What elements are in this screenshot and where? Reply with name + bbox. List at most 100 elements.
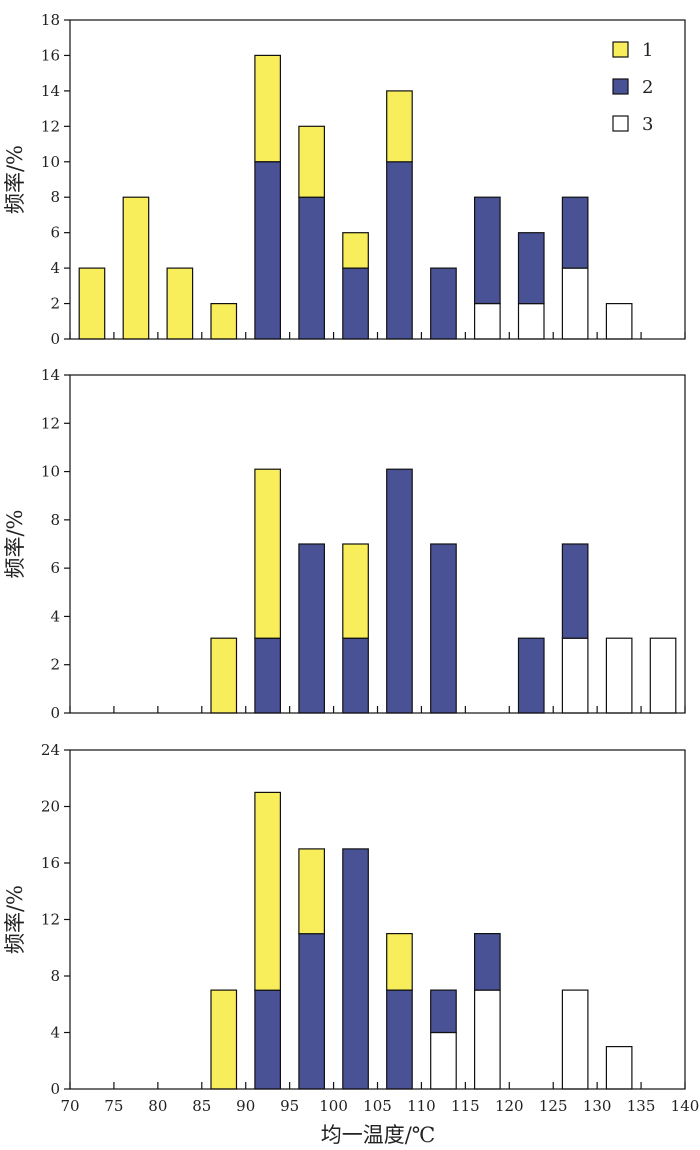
y-tick-label: 12 (41, 414, 60, 432)
x-tick-label: 115 (451, 1097, 480, 1115)
bar-p3-bin3-series-2 (342, 848, 369, 1090)
bar-p1-bin5-series-1 (298, 125, 325, 198)
x-tick-label: 70 (60, 1097, 79, 1115)
bar-p1-bin1-series-1 (122, 196, 150, 340)
y-tick-label: 20 (41, 798, 60, 816)
panels-layer: 024681012141618频率/%02468101214频率/%048121… (3, 11, 699, 1115)
bar-p1-bin7-series-1 (386, 90, 413, 163)
legend-label-3: 3 (642, 114, 653, 135)
x-tick-label: 90 (236, 1097, 255, 1115)
bar-p3-bin4-series-2 (386, 989, 413, 1090)
x-tick-label: 75 (104, 1097, 123, 1115)
y-tick-label: 4 (50, 259, 60, 277)
y-tick-label: 14 (41, 366, 60, 384)
bar-p1-bin11-series-2 (561, 196, 589, 269)
x-tick-label: 110 (407, 1097, 436, 1115)
y-tick-label: 10 (41, 153, 60, 171)
x-tick-label: 100 (319, 1097, 348, 1115)
y-tick-label: 2 (50, 295, 60, 313)
bar-p2-bin7-series-2 (561, 543, 589, 639)
bar-p1-bin2-series-1 (166, 267, 194, 340)
legend-swatch-1 (612, 41, 629, 58)
bar-p1-bin3-series-1 (210, 303, 238, 340)
legend-label-2: 2 (642, 77, 653, 98)
bar-p1-bin5-series-2 (298, 196, 325, 340)
bar-p1-bin0-series-1 (78, 267, 106, 340)
bar-p2-bin0-series-1 (210, 637, 238, 714)
plot-frame (69, 374, 686, 714)
bar-p2-bin9-series-3 (649, 637, 677, 714)
y-tick-label: 24 (41, 741, 60, 759)
x-tick-label: 135 (627, 1097, 656, 1115)
bar-p3-bin1-series-1 (254, 791, 281, 991)
x-axis-label: 均一温度/℃ (321, 1123, 436, 1147)
y-tick-label: 10 (41, 463, 60, 481)
bar-p2-bin5-series-2 (430, 543, 457, 714)
y-tick-label: 8 (50, 967, 60, 985)
bar-p3-bin2-series-2 (298, 932, 325, 1090)
legend-label-1: 1 (642, 40, 653, 61)
bar-p2-bin1-series-2 (254, 637, 281, 714)
bar-p1-bin10-series-2 (517, 232, 545, 305)
y-tick-label: 4 (50, 1024, 60, 1042)
y-tick-label: 4 (50, 607, 60, 625)
panel-2: 0 2 4 6 8 10 12 14 频率/% (3, 366, 686, 722)
bar-p2-bin7-series-3 (561, 637, 589, 714)
y-tick-label: 6 (50, 559, 60, 577)
bar-p2-bin4-series-2 (386, 468, 413, 714)
y-tick-label: 12 (41, 911, 60, 929)
bar-p2-bin3-series-1 (342, 543, 369, 639)
y-tick-label: 0 (50, 1080, 60, 1098)
bar-p3-bin7-series-3 (561, 989, 589, 1090)
bar-p2-bin6-series-2 (517, 637, 545, 714)
bar-p3-bin4-series-1 (386, 932, 413, 991)
y-axis-label: 频率/% (3, 509, 27, 578)
y-axis-label: 频率/% (3, 145, 27, 214)
x-tick-label: 80 (148, 1097, 167, 1115)
panel-3: 0 4 8 12 16 20 24 频率/% (3, 741, 686, 1098)
x-tick-label: 85 (192, 1097, 211, 1115)
bar-p1-bin4-series-1 (254, 54, 281, 163)
bar-p1-bin4-series-2 (254, 161, 281, 340)
y-tick-label: 8 (50, 511, 60, 529)
x-tick-label: 120 (495, 1097, 524, 1115)
plot-frame (69, 19, 686, 340)
x-tick-labels: 70 75 80 85 90 95 100 105 110 115 120 125 130 135 140 (60, 1097, 699, 1115)
y-tick-label: 16 (41, 854, 60, 872)
bar-p1-bin8-series-2 (430, 267, 457, 340)
y-tick-label: 2 (50, 656, 60, 674)
bar-p1-bin9-series-2 (474, 196, 501, 305)
bar-p3-bin0-series-1 (210, 989, 238, 1090)
bar-p3-bin1-series-2 (254, 989, 281, 1090)
bar-p2-bin1-series-1 (254, 468, 281, 639)
x-tick-label: 105 (363, 1097, 392, 1115)
bar-p1-bin10-series-3 (517, 303, 545, 340)
y-tick-label: 0 (50, 704, 60, 722)
x-tick-label: 140 (671, 1097, 700, 1115)
legend-swatch-3 (612, 115, 629, 132)
bar-p1-bin6-series-1 (342, 232, 369, 269)
legend: 1 2 3 (612, 40, 653, 135)
bar-p2-bin2-series-2 (298, 543, 325, 714)
y-tick-label: 0 (50, 330, 60, 348)
plot-frame (69, 749, 686, 1090)
bar-p1-bin7-series-2 (386, 161, 413, 340)
x-tick-label: 125 (539, 1097, 568, 1115)
y-tick-label: 14 (41, 82, 60, 100)
bar-p3-bin6-series-3 (474, 989, 501, 1090)
y-tick-label: 16 (41, 46, 60, 64)
bar-p2-bin8-series-3 (605, 637, 633, 714)
bar-p3-bin8-series-3 (605, 1045, 633, 1090)
y-tick-label: 6 (50, 224, 60, 242)
bar-p1-bin11-series-3 (561, 267, 589, 340)
y-axis-label: 频率/% (3, 885, 27, 954)
bar-p1-bin9-series-3 (474, 303, 501, 340)
legend-swatch-2 (612, 78, 629, 95)
bar-p3-bin6-series-2 (474, 932, 501, 991)
y-tick-label: 18 (41, 11, 60, 29)
bar-p2-bin3-series-2 (342, 637, 369, 714)
bar-p3-bin5-series-2 (430, 989, 457, 1034)
y-tick-label: 8 (50, 188, 60, 206)
